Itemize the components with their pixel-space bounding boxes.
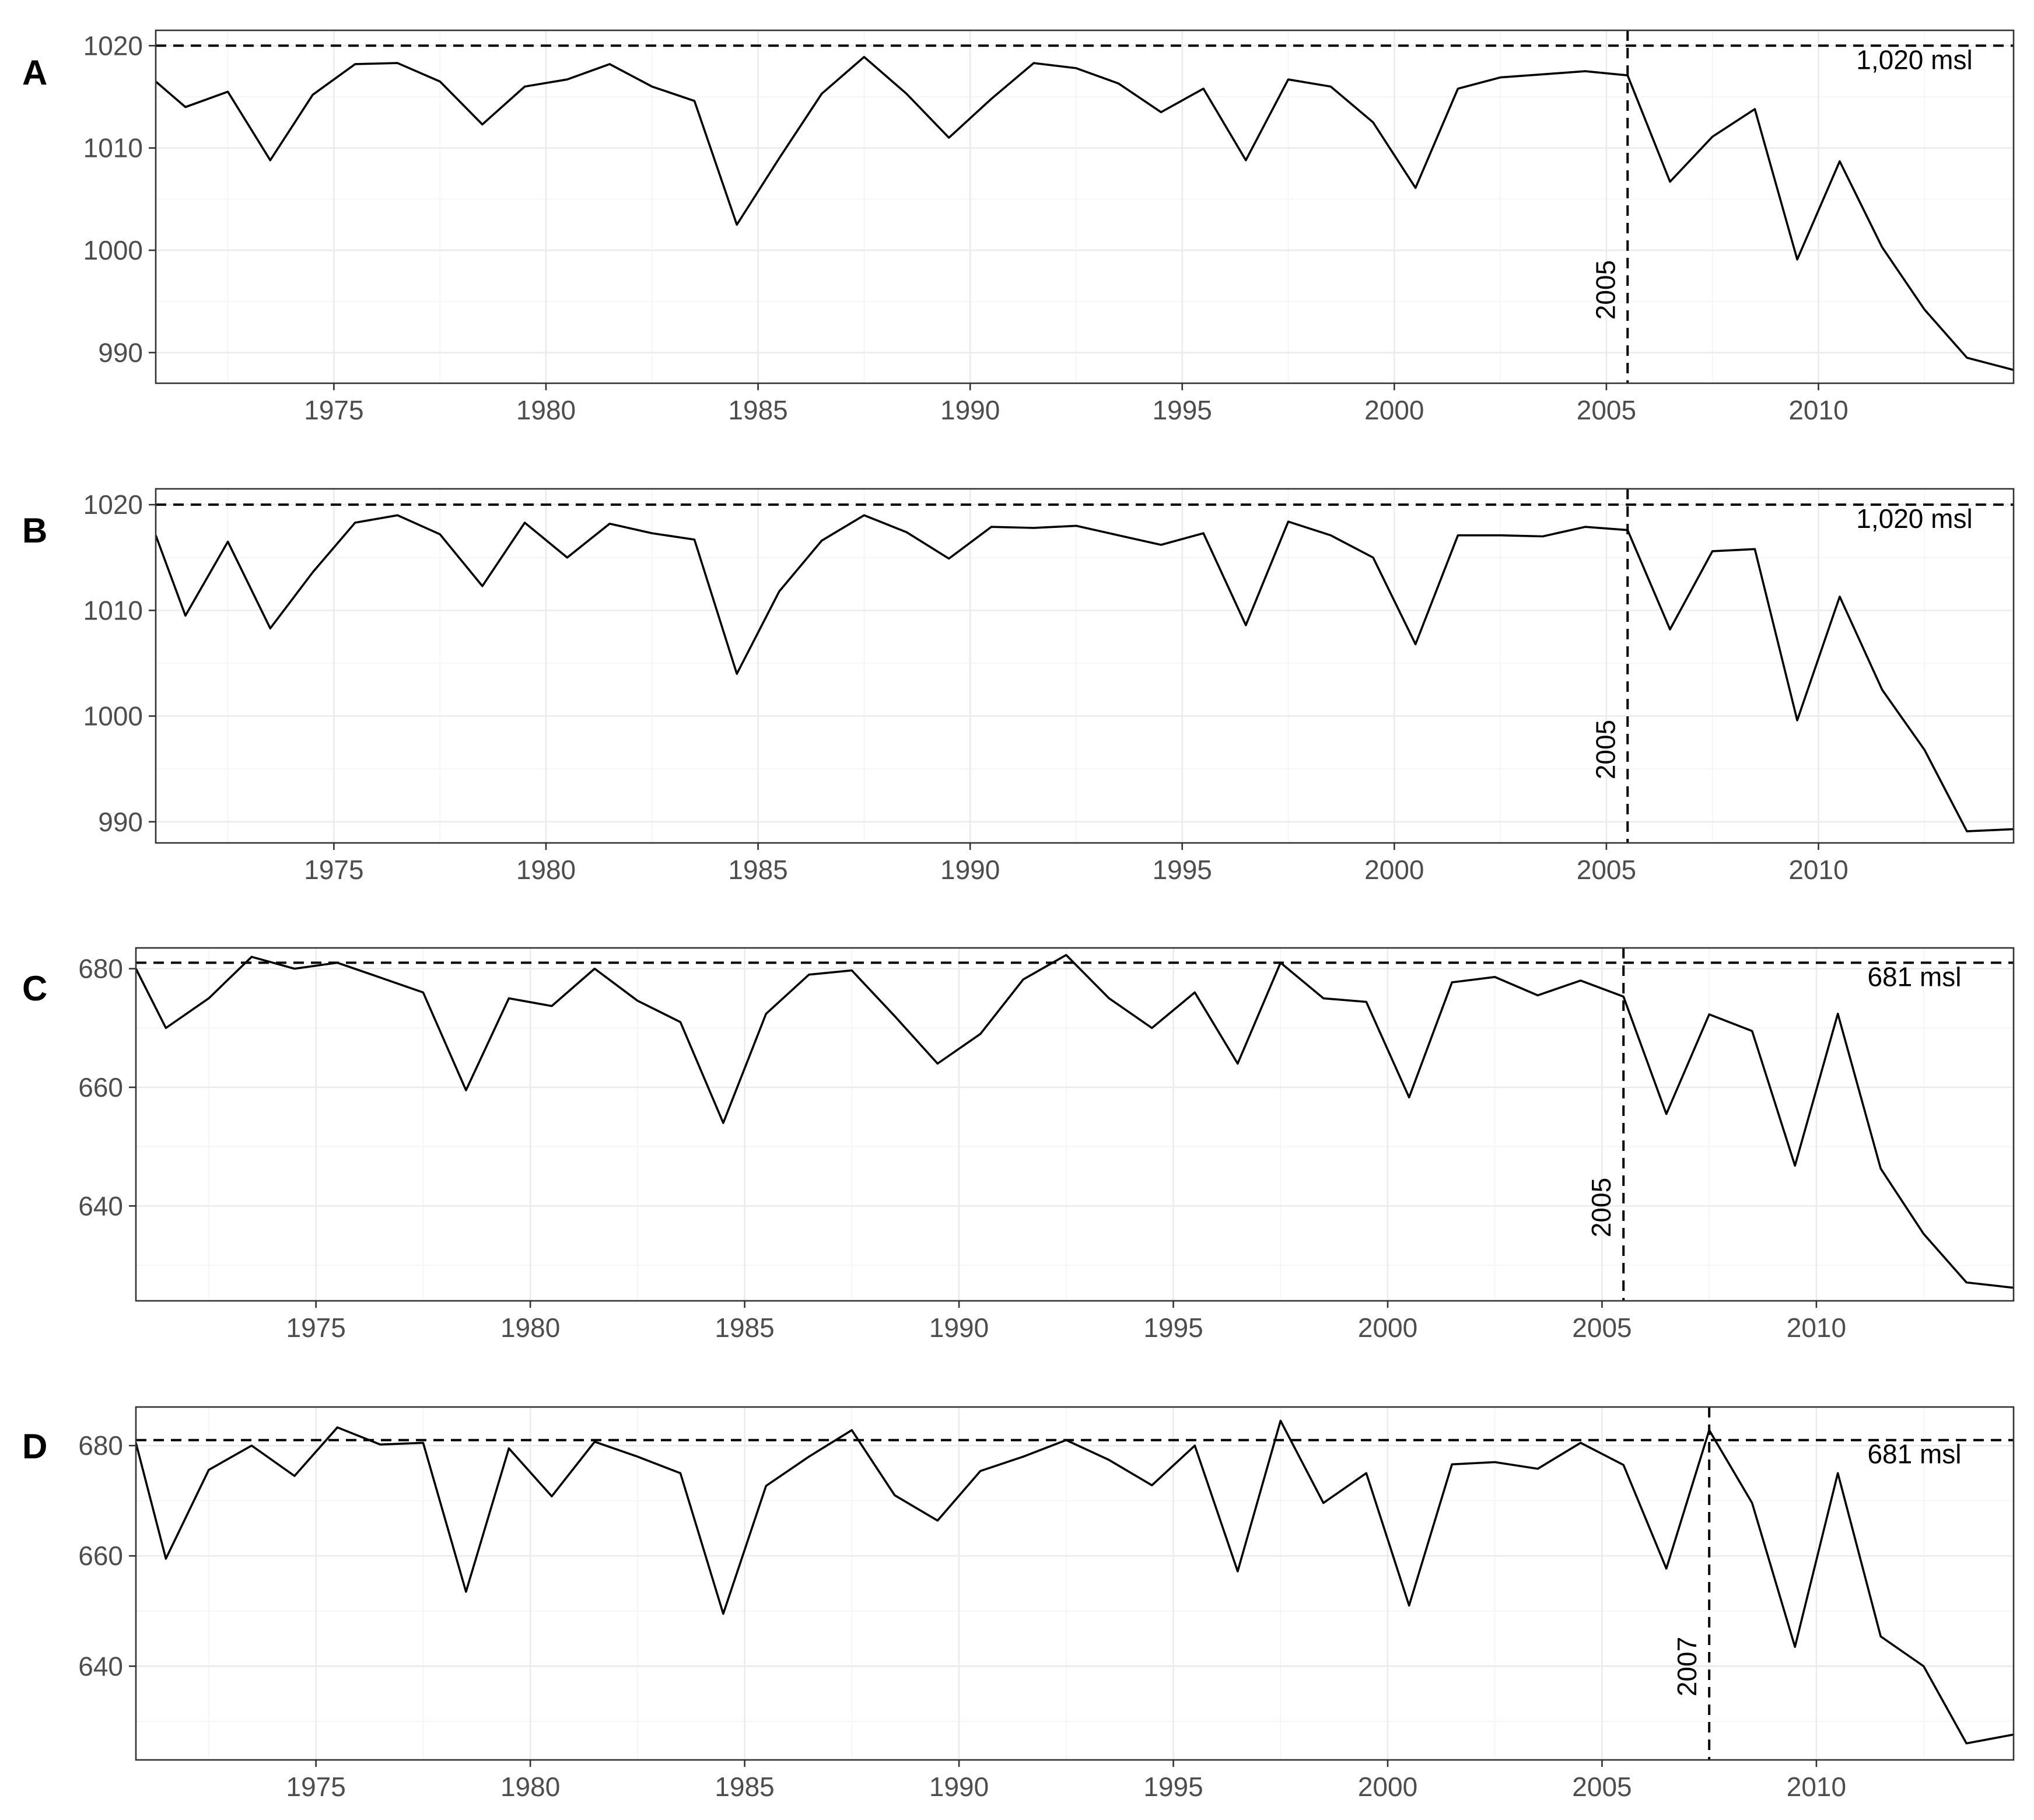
x-tick-label: 2005 [1572, 1772, 1632, 1802]
panel-letter: A [22, 53, 47, 92]
plot-area [156, 30, 2014, 383]
panel-frame [155, 29, 2015, 384]
plot-area [136, 948, 2014, 1301]
y-tick-label: 1000 [83, 701, 143, 732]
series-line [136, 954, 2014, 1289]
y-tick-label: 1020 [83, 489, 143, 520]
x-tick-label: 1985 [728, 855, 787, 885]
series-line [136, 1419, 2014, 1745]
y-tick-label: 680 [78, 1430, 123, 1461]
panel-letter: C [22, 969, 47, 1008]
y-tick-label: 1000 [83, 235, 143, 265]
change-year-label: 2005 [1586, 1178, 1616, 1237]
x-tick-label: 1990 [929, 1312, 989, 1343]
change-year-label: 2005 [1590, 720, 1620, 779]
y-tick-label: 990 [98, 807, 143, 837]
threshold-label: 1,020 msl [1856, 44, 1972, 75]
x-tick-label: 1975 [286, 1772, 345, 1802]
x-tick-label: 1995 [1143, 1312, 1203, 1343]
change-year-label: 2007 [1672, 1637, 1702, 1696]
x-tick-label: 1990 [940, 855, 1000, 885]
threshold-label: 681 msl [1867, 1439, 1961, 1469]
y-tick-label: 640 [78, 1191, 123, 1221]
y-tick-label: 1010 [83, 595, 143, 625]
x-tick-label: 2010 [1788, 855, 1848, 885]
x-tick-label: 1985 [715, 1312, 774, 1343]
y-tick-label: 1010 [83, 133, 143, 163]
x-tick-label: 1990 [940, 395, 1000, 425]
panel-frame [135, 1406, 2015, 1761]
series-line [156, 55, 2014, 371]
panel-a: 1975 1980 1985 1990 1995 2000 2005 2010 990 1000 1… [22, 29, 2015, 425]
x-tick-label: 2000 [1358, 1772, 1417, 1802]
panel-frame [135, 947, 2015, 1302]
x-tick-label: 2010 [1787, 1312, 1846, 1343]
x-tick-label: 1975 [286, 1312, 345, 1343]
y-tick-label: 660 [78, 1541, 123, 1571]
x-tick-label: 2005 [1572, 1312, 1632, 1343]
x-tick-label: 1980 [500, 1312, 560, 1343]
panel-frame [155, 488, 2015, 844]
panel-letter: D [22, 1427, 47, 1466]
x-tick-label: 2005 [1577, 395, 1636, 425]
x-tick-label: 1980 [500, 1772, 560, 1802]
plot-area [156, 489, 2014, 843]
threshold-label: 1,020 msl [1856, 503, 1972, 534]
x-tick-label: 2010 [1788, 395, 1848, 425]
panel-b: 1975 1980 1985 1990 1995 2000 2005 2010 990 1000 1… [22, 488, 2015, 885]
x-tick-label: 1975 [304, 855, 363, 885]
panel-d: 1975 1980 1985 1990 1995 2000 2005 2010 640 660 68… [22, 1406, 2015, 1802]
x-tick-label: 1980 [516, 855, 576, 885]
x-tick-label: 2010 [1787, 1772, 1846, 1802]
x-tick-label: 2000 [1358, 1312, 1417, 1343]
x-tick-label: 1980 [516, 395, 576, 425]
plot-area [136, 1407, 2014, 1760]
x-tick-label: 2005 [1577, 855, 1636, 885]
threshold-label: 681 msl [1867, 961, 1961, 992]
x-tick-label: 2000 [1364, 855, 1424, 885]
x-tick-label: 1990 [929, 1772, 989, 1802]
panel-letter: B [22, 511, 47, 550]
x-tick-label: 1985 [715, 1772, 774, 1802]
change-year-label: 2005 [1590, 260, 1620, 320]
y-tick-label: 680 [78, 954, 123, 984]
x-tick-label: 2000 [1364, 395, 1424, 425]
panel-c: 1975 1980 1985 1990 1995 2000 2005 2010 640 660 68… [22, 947, 2015, 1343]
x-tick-label: 1975 [304, 395, 363, 425]
x-tick-label: 1985 [728, 395, 787, 425]
x-tick-label: 1995 [1153, 855, 1212, 885]
series-line [156, 514, 2014, 832]
x-tick-label: 1995 [1143, 1772, 1203, 1802]
y-tick-label: 990 [98, 337, 143, 368]
y-tick-label: 640 [78, 1651, 123, 1681]
y-tick-label: 660 [78, 1072, 123, 1102]
x-tick-label: 1995 [1153, 395, 1212, 425]
y-tick-label: 1020 [83, 30, 143, 61]
